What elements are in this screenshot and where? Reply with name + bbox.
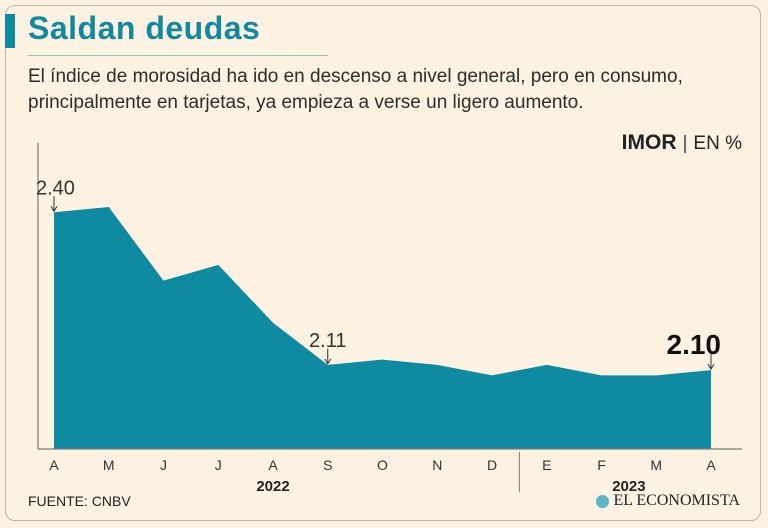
annotation-arrow (324, 358, 332, 365)
unit-label: IMOR | EN % (622, 131, 742, 155)
annotation-arrow (50, 206, 58, 213)
x-tick-label: A (268, 457, 278, 473)
data-label: 2.11 (309, 330, 346, 352)
unit-suffix: EN % (693, 133, 742, 154)
source-note: FUENTE: CNBV (28, 493, 131, 509)
data-label: 2.10 (667, 329, 722, 360)
area-series (54, 207, 711, 449)
brand-name: EL ECONOMISTA (613, 492, 740, 509)
x-tick-label: O (377, 457, 388, 473)
chart-subtitle: El índice de morosidad ha ido en descens… (28, 66, 683, 113)
unit-separator: | (682, 133, 688, 154)
brand-logo: EL ECONOMISTA (596, 492, 740, 510)
x-tick-label: D (487, 457, 497, 473)
annotation-arrow (707, 363, 715, 371)
brand-globe-icon (596, 494, 610, 508)
unit-name: IMOR (621, 131, 677, 154)
x-tick-label: F (597, 457, 606, 473)
chart-title: Saldan deudas (28, 10, 261, 46)
data-label: 2.40 (36, 177, 75, 199)
year-label: 2023 (612, 478, 645, 495)
chart-frame (5, 5, 761, 521)
x-tick-label: J (160, 457, 167, 473)
x-tick-label: M (650, 457, 662, 473)
x-tick-label: M (103, 457, 115, 473)
title-accent-bar (5, 14, 15, 48)
x-tick-label: N (432, 457, 442, 473)
title-underline (28, 55, 328, 56)
year-label: 2022 (256, 478, 289, 495)
x-tick-label: E (542, 457, 551, 473)
x-tick-label: A (49, 457, 59, 473)
x-tick-label: J (215, 457, 222, 473)
x-tick-label: S (323, 457, 332, 473)
x-tick-label: A (706, 457, 716, 473)
